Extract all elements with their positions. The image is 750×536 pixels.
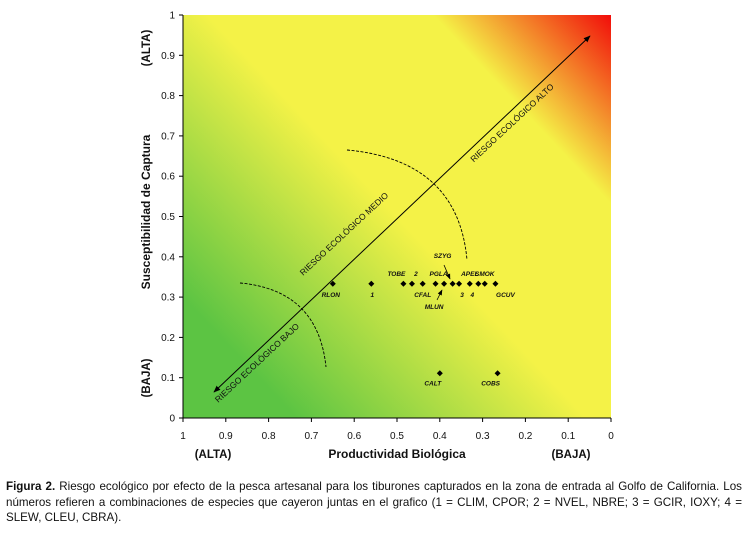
caption-text: Riesgo ecológico por efecto de la pesca … (6, 480, 742, 524)
x-tick-label: 0.8 (262, 431, 276, 442)
risk-scatter-chart: 1 0.9 0.8 0.7 0.6 0.5 0.4 0.3 0.2 0.1 0 0 0.1 0.2 0.3 0… (139, 11, 614, 462)
point-label-cfal: CFAL (414, 292, 431, 299)
medium-high-boundary (346, 149, 468, 261)
x-axis-label: Productividad Biológica (328, 447, 466, 461)
point-label-1: 1 (371, 292, 375, 299)
point-cobs (494, 370, 501, 377)
szyg-pointer (443, 264, 451, 280)
point-label-pgla: PGLA (429, 271, 447, 278)
y-tick-label: 0.1 (161, 373, 175, 384)
x-tick-label: 0.1 (561, 431, 575, 442)
point-calt (436, 370, 443, 377)
x-end-label-left: (ALTA) (195, 449, 232, 461)
figure-caption: Figura 2. Riesgo ecológico por efecto de… (6, 479, 742, 526)
point-pgla (432, 280, 439, 287)
point-apel (466, 280, 473, 287)
y-tick-label: 0.7 (161, 131, 175, 142)
x-tick-label: 0.7 (304, 431, 318, 442)
x-tick-label: 0 (608, 431, 614, 442)
y-tick-label: 0.9 (161, 51, 175, 62)
point-label-rlon: RLON (322, 292, 341, 299)
point-rlon (329, 280, 336, 287)
point-cfal (419, 280, 426, 287)
y-tick-label: 0.6 (161, 172, 175, 183)
point-label-smok: SMOK (475, 271, 496, 278)
point-szyg (449, 280, 456, 287)
point-3 (456, 280, 463, 287)
point-label-calt: CALT (424, 380, 442, 387)
x-tick-label: 0.9 (219, 431, 233, 442)
point-label-gcuv: GCUV (496, 292, 515, 299)
point-label-cobs: COBS (481, 380, 500, 387)
x-tick-label: 1 (180, 431, 186, 442)
y-tick-label: 0.3 (161, 293, 175, 304)
low-medium-boundary (239, 282, 327, 368)
x-tick-label: 0.6 (347, 431, 361, 442)
point-label-tobe: TOBE (387, 271, 406, 278)
point-smok (481, 280, 488, 287)
y-tick-label: 1 (169, 11, 175, 22)
x-tick-label: 0.5 (390, 431, 404, 442)
point-mlun (441, 280, 448, 287)
y-tick-label: 0.2 (161, 333, 175, 344)
y-tick-label: 0 (169, 414, 175, 425)
point-gcuv (492, 280, 499, 287)
x-tick-label: 0.2 (518, 431, 532, 442)
point-label-4: 4 (470, 292, 475, 299)
y-end-label-top: (ALTA) (141, 30, 153, 67)
y-tick-label: 0.5 (161, 212, 175, 223)
plot-background (183, 15, 611, 418)
point-tobe (400, 280, 407, 287)
y-tick-label: 0.8 (161, 91, 175, 102)
data-points: RLON 1 TOBE 2 CFAL PGLA MLUN SZYG 3 APEL 4 SMOK GCUV… (322, 253, 516, 387)
caption-label: Figura 2. (6, 480, 56, 493)
point-2 (408, 280, 415, 287)
point-1 (368, 280, 375, 287)
x-tick-label: 0.3 (476, 431, 490, 442)
point-4 (475, 280, 482, 287)
point-label-2: 2 (413, 271, 418, 278)
y-axis-label: Susceptibilidad de Captura (139, 134, 153, 289)
mlun-pointer (436, 289, 443, 301)
zone-curves (213, 35, 591, 393)
axes: 1 0.9 0.8 0.7 0.6 0.5 0.4 0.3 0.2 0.1 0 0 0.1 0.2 0.3 0… (161, 11, 614, 443)
x-end-label-right: (BAJA) (552, 449, 591, 461)
point-label-apel: APEL (460, 271, 478, 278)
point-label-3: 3 (460, 292, 464, 299)
point-label-mlun: MLUN (425, 304, 444, 311)
x-tick-label: 0.4 (433, 431, 447, 442)
risk-diagonal-arrow (213, 35, 591, 393)
y-tick-label: 0.4 (161, 252, 175, 263)
point-label-szyg: SZYG (434, 253, 452, 260)
y-end-label-bottom: (BAJA) (141, 358, 153, 397)
